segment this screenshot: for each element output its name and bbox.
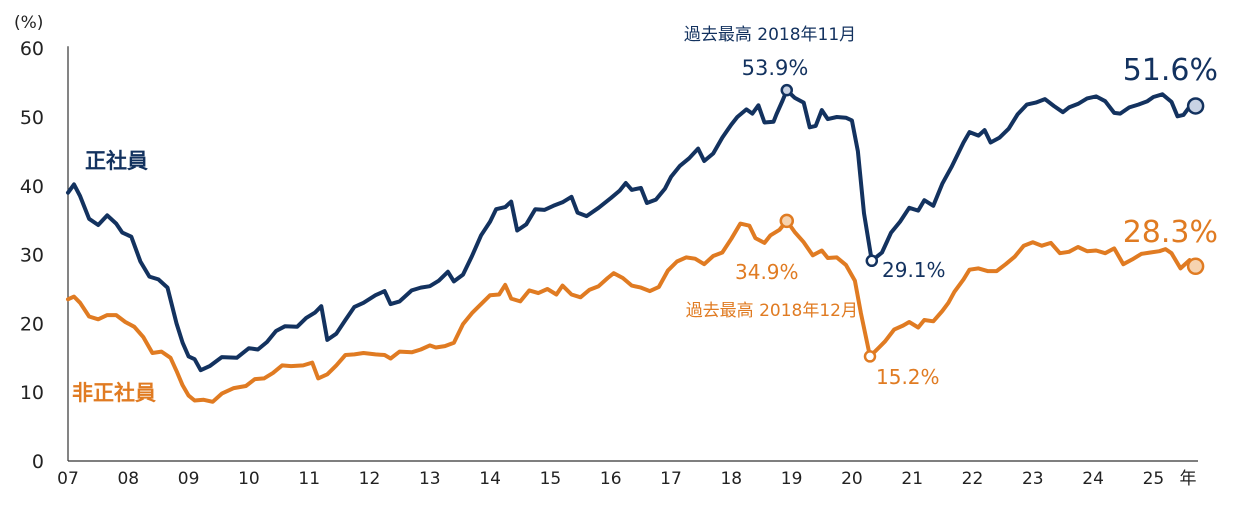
x-tick-label: 15 xyxy=(540,469,562,489)
series-lines xyxy=(66,88,1198,404)
x-tick-label: 08 xyxy=(117,469,139,489)
y-tick-label: 10 xyxy=(20,382,44,404)
x-tick-label: 23 xyxy=(1022,469,1044,489)
x-tick-label: 16 xyxy=(600,469,622,489)
point-marker-hiseishain_low xyxy=(863,350,877,363)
x-tick-label: 09 xyxy=(178,469,200,489)
annotation-markers xyxy=(779,83,1205,363)
y-tick-label: 20 xyxy=(20,313,44,335)
annotation-value-seishain_latest: 51.6% xyxy=(1123,53,1218,88)
point-marker-seishain_peak xyxy=(780,83,794,97)
x-tick-label: 19 xyxy=(781,469,803,489)
point-marker-seishain_latest xyxy=(1186,97,1205,115)
series-label-hiseishain: 非正社員 xyxy=(72,381,156,405)
point-marker-hiseishain_latest xyxy=(1186,257,1205,276)
x-tick-label: 24 xyxy=(1082,469,1104,489)
annotation-caption-seishain_peak: 過去最高 2018年11月 xyxy=(684,25,856,45)
y-axis-unit: (%) xyxy=(14,13,43,33)
annotation-value-hiseishain_latest: 28.3% xyxy=(1123,215,1218,250)
x-tick-label: 14 xyxy=(479,469,501,489)
y-tick-label: 0 xyxy=(32,451,44,473)
annotation-value-seishain_low: 29.1% xyxy=(882,258,946,282)
y-tick-label: 60 xyxy=(20,38,44,60)
y-tick-label: 50 xyxy=(20,107,44,129)
x-tick-label: 11 xyxy=(298,469,320,489)
series-line-hiseishain xyxy=(66,218,1198,404)
x-tick-label: 12 xyxy=(359,469,381,489)
axes: 0 10 20 30 40 50 60 (%) 07 08 09 10 11 12 13 14 15 16 17 18… xyxy=(14,13,1198,489)
annotation-value-hiseishain_low: 15.2% xyxy=(876,365,940,389)
x-tick-label: 17 xyxy=(660,469,682,489)
x-axis-unit: 年 xyxy=(1180,469,1197,489)
x-tick-label: 07 xyxy=(57,469,79,489)
x-tick-label: 10 xyxy=(238,469,260,489)
x-tick-label: 18 xyxy=(720,469,742,489)
y-tick-label: 40 xyxy=(20,176,44,198)
x-tick-label: 21 xyxy=(901,469,923,489)
series-label-seishain: 正社員 xyxy=(85,149,148,173)
annotation-value-seishain_peak: 53.9% xyxy=(742,56,809,80)
y-tick-label: 30 xyxy=(20,245,44,267)
x-tick-label: 22 xyxy=(962,469,984,489)
x-tick-label: 25 xyxy=(1143,469,1165,489)
point-marker-seishain_low xyxy=(865,254,879,268)
x-tick-label: 13 xyxy=(419,469,441,489)
annotation-caption-hiseishain_peak: 過去最高 2018年12月 xyxy=(686,301,858,321)
series-line-seishain xyxy=(66,88,1198,373)
point-marker-hiseishain_peak xyxy=(779,213,795,229)
annotation-value-hiseishain_peak: 34.9% xyxy=(735,260,799,284)
x-tick-label: 20 xyxy=(841,469,863,489)
